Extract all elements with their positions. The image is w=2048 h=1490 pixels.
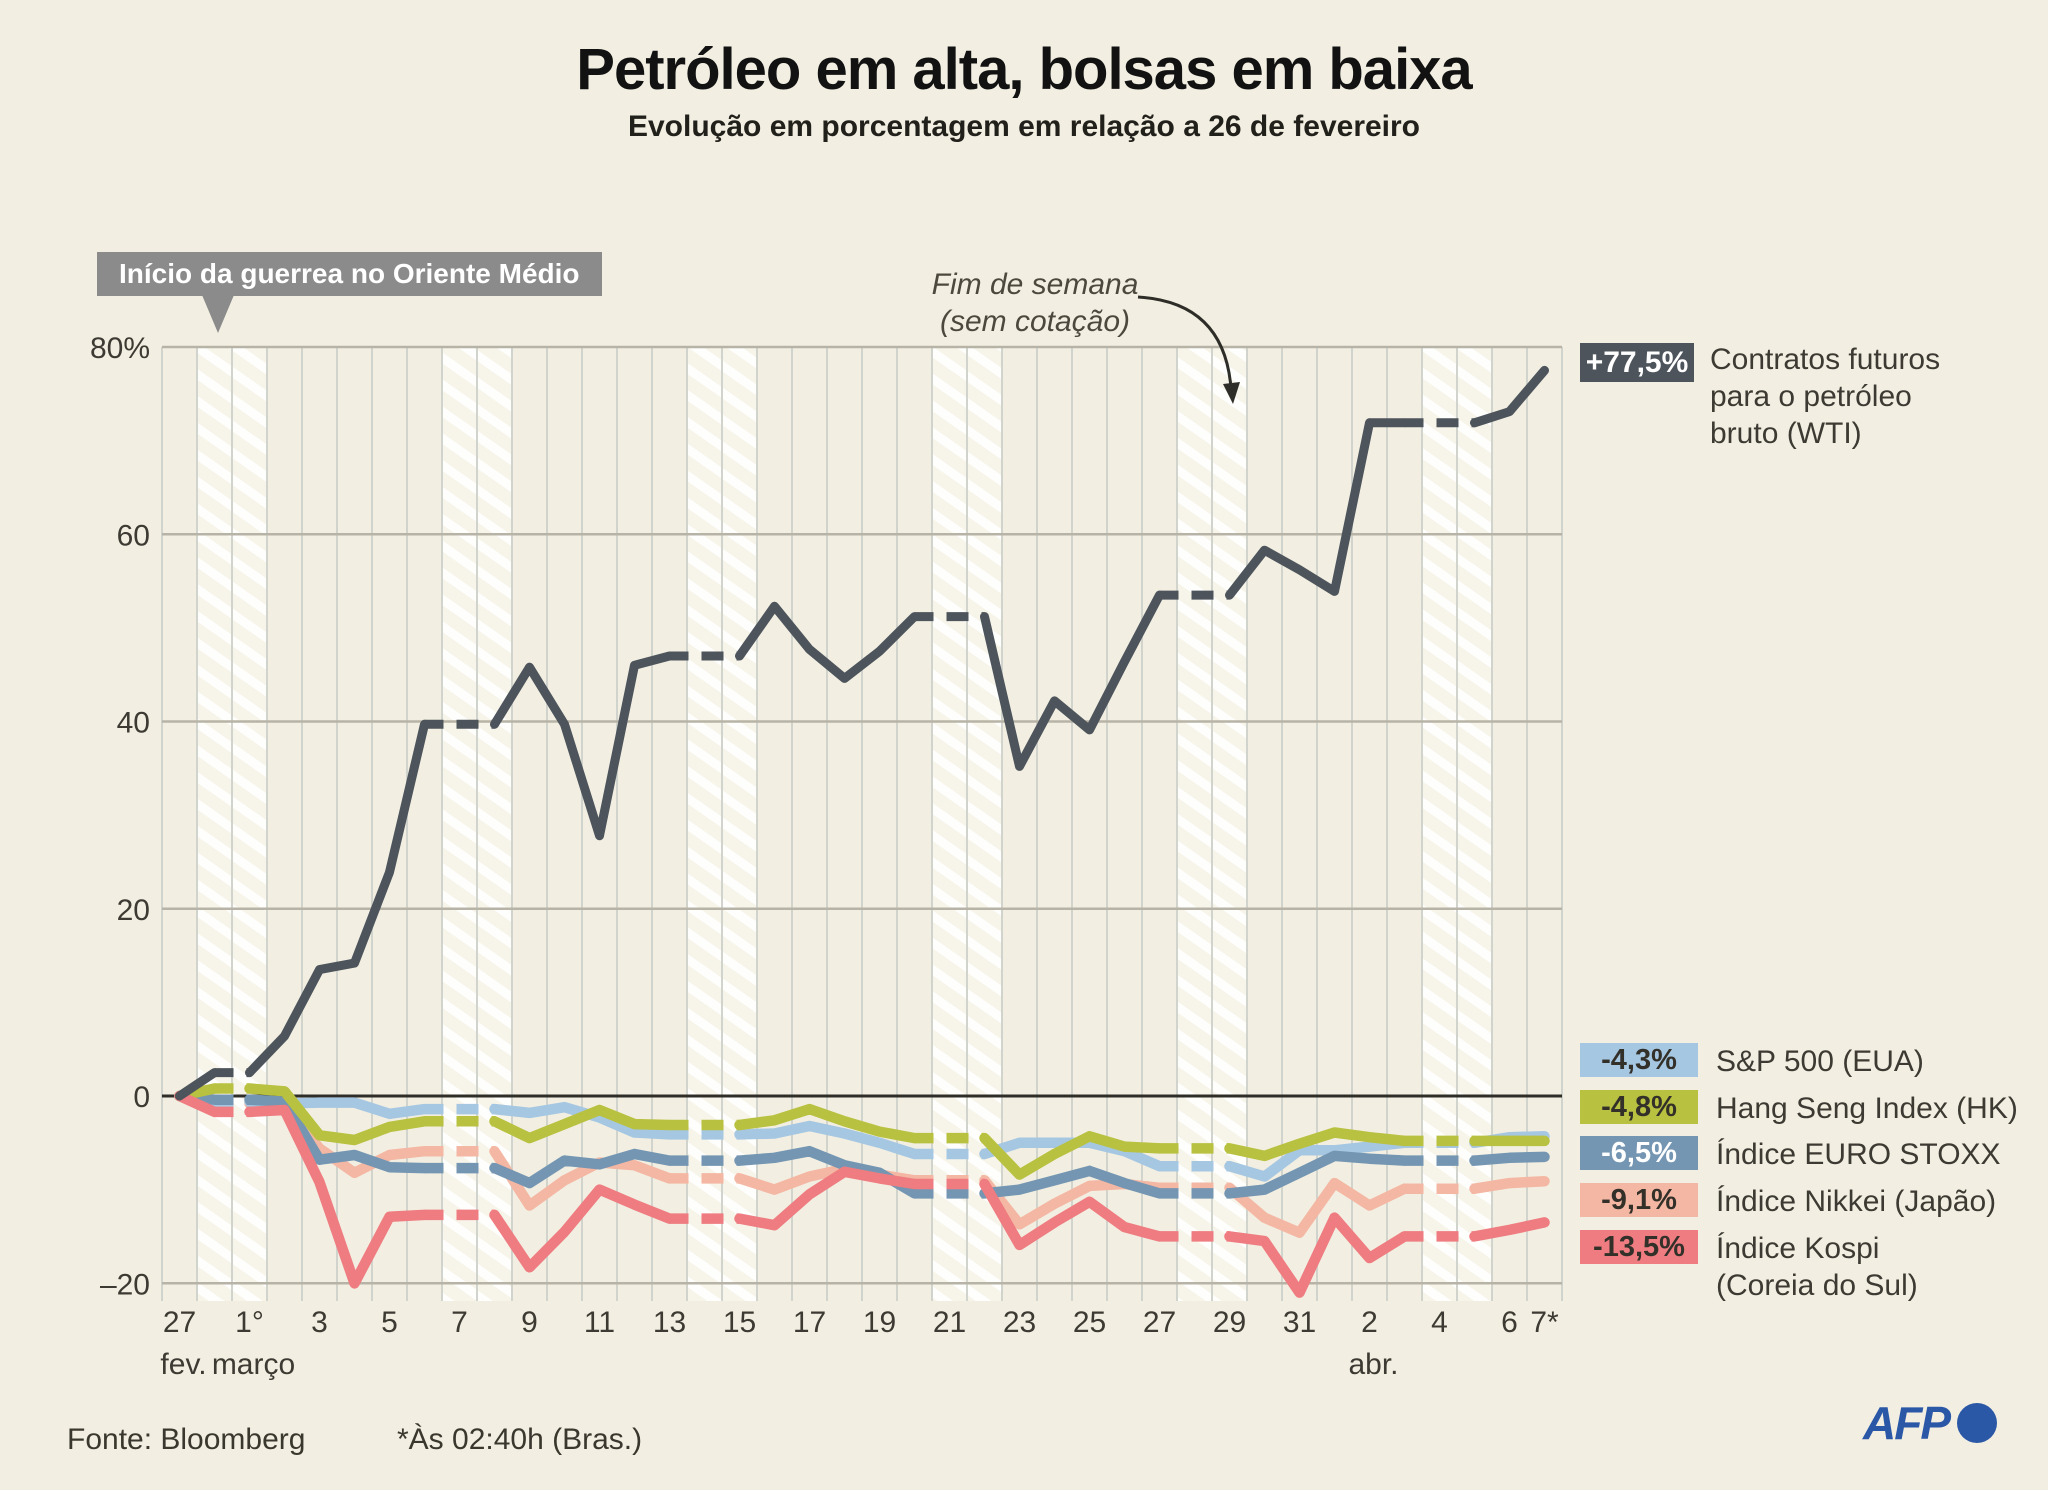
weekend-annotation-arrow-icon [1137, 295, 1240, 404]
afp-logo-text: AFP [1863, 1397, 1951, 1449]
x-axis-label: 4 [1431, 1306, 1448, 1339]
y-axis-label: 40 [117, 707, 150, 740]
month-label: março [212, 1348, 295, 1381]
weekend-annotation-line1: Fim de semana [931, 268, 1139, 301]
x-axis-label: 19 [863, 1306, 896, 1339]
index-badge-4: -13,5% [1580, 1230, 1698, 1264]
x-axis-label: 7 [451, 1306, 468, 1339]
legend-row-nikkei: -9,1% Índice Nikkei (Japão) [1580, 1183, 1996, 1220]
index-label-4: Índice Kospi [1716, 1232, 1880, 1265]
x-axis-label: 6 [1501, 1306, 1518, 1339]
index-badge-3: -9,1% [1580, 1183, 1698, 1217]
month-label: fev. [160, 1348, 206, 1381]
y-axis-label: 80% [90, 332, 150, 365]
legend-wti: +77,5% Contratos futuros para o petróleo… [1580, 343, 1940, 452]
x-axis-label: 2 [1361, 1306, 1378, 1339]
source-credit: Fonte: Bloomberg [67, 1423, 306, 1456]
index-label-4-line2: (Coreia do Sul) [1716, 1269, 1918, 1302]
wti-label-line2: para o petróleo [1710, 380, 1912, 413]
x-axis-label: 27 [1143, 1306, 1176, 1339]
index-label-2: Índice EURO STOXX [1716, 1138, 2001, 1171]
x-axis-labels: 27 1° 3 5 7 9 11 13 15 17 19 21 23 25 27 29 31 2 4 6 7* fev. m… [160, 1306, 1559, 1381]
afp-logo-dot-icon [1957, 1403, 1997, 1443]
weekend-annotation-line2: (sem cotação) [939, 305, 1131, 338]
legend-row-sp500: -4,3% S&P 500 (EUA) [1580, 1043, 1924, 1080]
wti-label: Contratos futuros para o petróleo bruto … [1710, 341, 1940, 452]
series-line-kospi [174, 1090, 1550, 1298]
page-subtitle: Evolução em porcentagem em relação a 26 … [627, 110, 1421, 143]
y-axis-label: –20 [100, 1268, 150, 1301]
month-label: abr. [1348, 1348, 1398, 1381]
y-axis-label: 60 [117, 519, 150, 552]
time-note: *Às 02:40h (Bras.) [397, 1423, 643, 1456]
series-line-hangseng [174, 1083, 1550, 1180]
y-axis-label: 20 [117, 894, 150, 927]
x-axis-label: 23 [1003, 1306, 1036, 1339]
index-badge-0: -4,3% [1580, 1043, 1698, 1077]
x-axis-label: 29 [1213, 1306, 1246, 1339]
series-line-eurostoxx [174, 1090, 1550, 1199]
x-axis-label: 7* [1530, 1306, 1559, 1339]
x-axis-label: 11 [584, 1306, 615, 1339]
index-label-3: Índice Nikkei (Japão) [1716, 1185, 1997, 1218]
wti-badge: +77,5% [1580, 343, 1694, 382]
wti-label-line3: bruto (WTI) [1710, 417, 1862, 450]
horizontal-gridlines: 80% 60 40 20 0 –20 [90, 332, 1562, 1301]
index-label-0: S&P 500 (EUA) [1716, 1045, 1924, 1078]
legend-row-kospi: -13,5% Índice Kospi (Coreia do Sul) [1580, 1230, 1918, 1304]
x-axis-label: 5 [381, 1306, 398, 1339]
index-badge-2: -6,5% [1580, 1136, 1698, 1170]
series-line-wti [175, 365, 1549, 1101]
index-badge-1: -4,8% [1580, 1090, 1698, 1124]
x-axis-label: 21 [933, 1306, 966, 1339]
x-axis-label: 25 [1073, 1306, 1106, 1339]
war-start-callout: Início da guerrea no Oriente Médio [97, 252, 602, 296]
x-axis-label: 9 [521, 1306, 538, 1339]
weekend-annotation: Fim de semana (sem cotação) [895, 266, 1175, 340]
page-title: Petróleo em alta, bolsas em baixa [576, 37, 1472, 102]
callout-arrow-icon [202, 295, 234, 333]
x-axis-label: 15 [723, 1306, 756, 1339]
x-axis-label: 27 [163, 1306, 196, 1339]
legend-row-eurostoxx: -6,5% Índice EURO STOXX [1580, 1136, 2001, 1173]
x-axis-label: 31 [1283, 1306, 1316, 1339]
legend-row-hangseng: -4,8% Hang Seng Index (HK) [1580, 1090, 2018, 1127]
x-axis-label: 1° [235, 1306, 264, 1339]
x-axis-label: 13 [653, 1306, 686, 1339]
index-label-1: Hang Seng Index (HK) [1716, 1092, 2018, 1125]
y-axis-label: 0 [133, 1081, 150, 1114]
x-axis-label: 3 [311, 1306, 328, 1339]
afp-logo: AFP [1863, 1396, 1997, 1450]
wti-label-line1: Contratos futuros [1710, 343, 1941, 376]
x-axis-label: 17 [793, 1306, 826, 1339]
